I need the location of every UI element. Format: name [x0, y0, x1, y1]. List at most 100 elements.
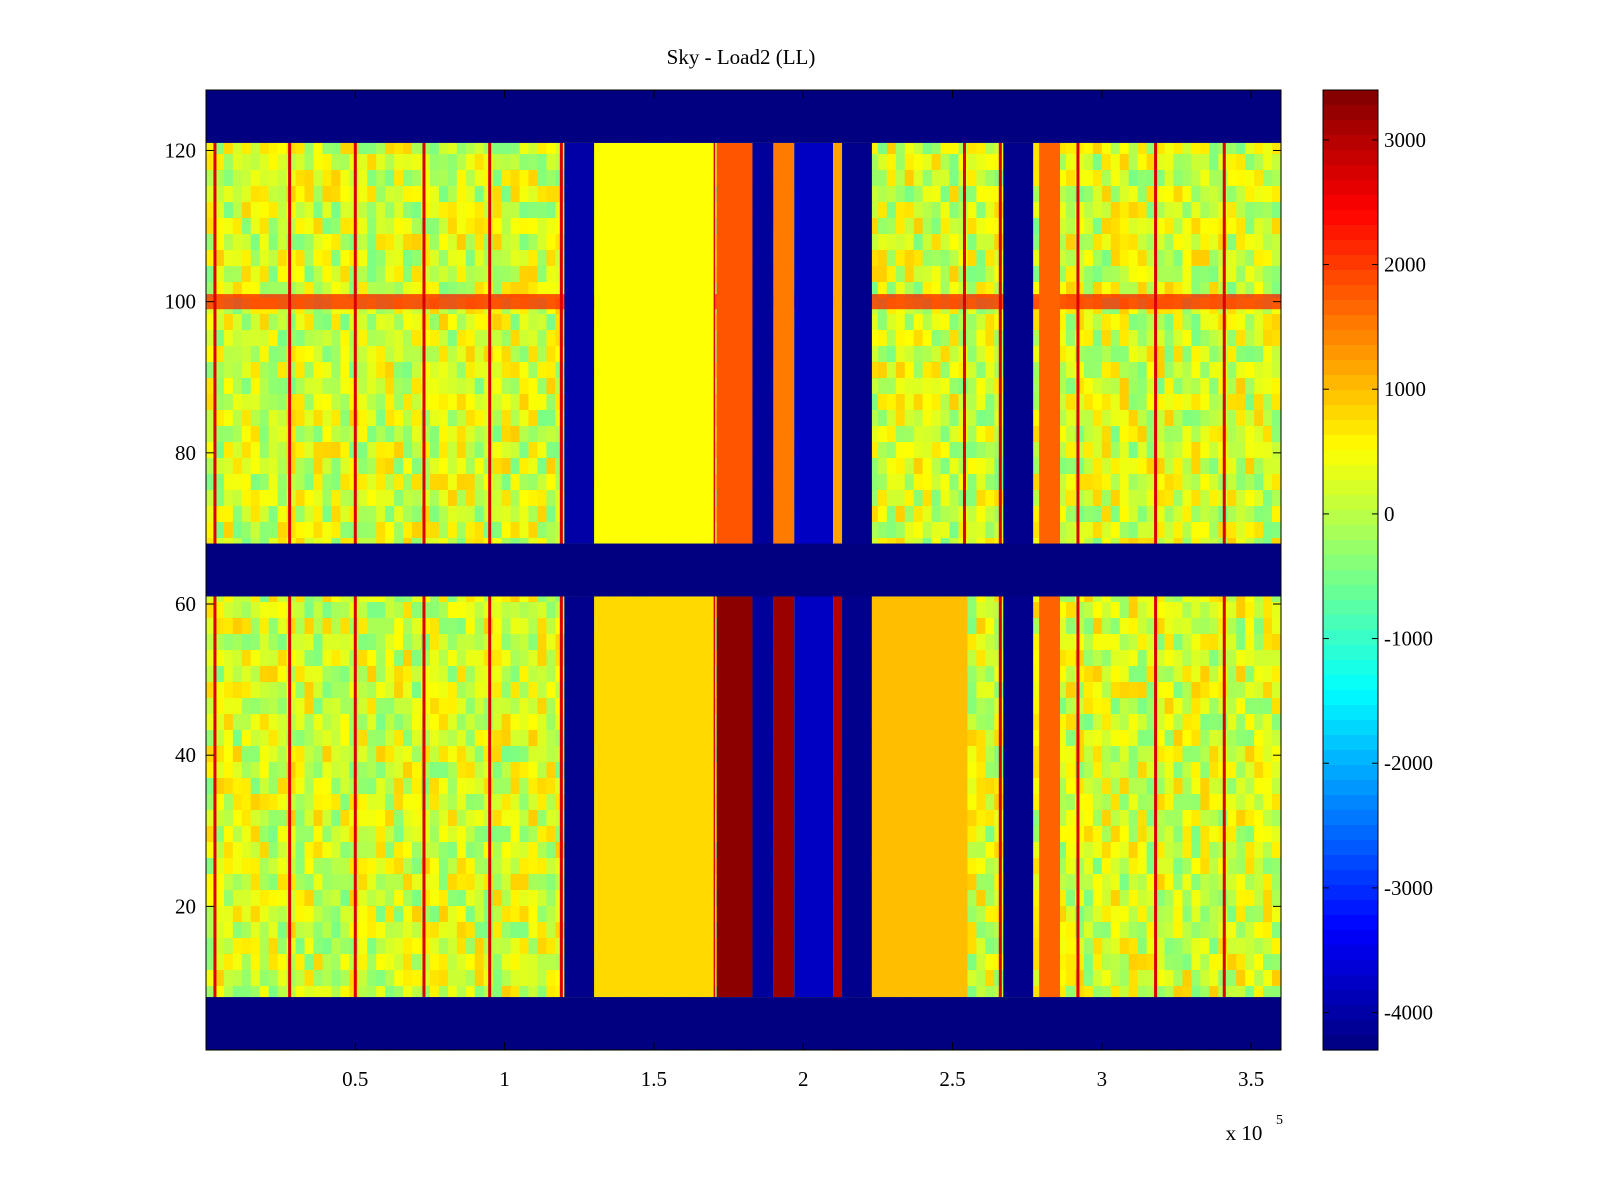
heatmap-cell	[886, 138, 897, 155]
heatmap-cell	[1173, 458, 1184, 475]
heatmap-cell	[250, 378, 261, 395]
heatmap-cell	[277, 218, 288, 235]
heatmap-cell	[922, 490, 933, 507]
heatmap-cell	[331, 666, 341, 683]
heatmap-cell	[1119, 346, 1130, 363]
heatmap-cell	[1128, 458, 1139, 475]
heatmap-cell	[241, 314, 252, 331]
heatmap-cell	[331, 186, 341, 203]
heatmap-cell	[967, 442, 978, 459]
heatmap-cell	[313, 314, 324, 331]
heatmap-cell	[1146, 458, 1157, 475]
heatmap-cell	[519, 714, 530, 731]
heatmap-cell	[214, 202, 225, 219]
heatmap-cell	[1110, 634, 1121, 651]
heatmap-cell	[922, 362, 933, 379]
heatmap-cell	[340, 730, 350, 747]
heatmap-cell	[501, 474, 512, 491]
heatmap-cell	[949, 170, 960, 187]
heatmap-cell	[895, 522, 906, 539]
heatmap-cell	[940, 458, 951, 475]
heatmap-cell	[241, 650, 252, 667]
heatmap-cell	[877, 426, 888, 443]
heatmap-cell	[1155, 234, 1166, 251]
heatmap-cell	[976, 618, 986, 635]
heatmap-cell	[976, 282, 986, 299]
heatmap-cell	[1128, 266, 1139, 283]
heatmap-cell	[1101, 186, 1112, 203]
heatmap-cell	[340, 138, 350, 155]
heatmap-cell	[403, 330, 413, 347]
heatmap-cell	[1030, 218, 1040, 235]
heatmap-cell	[1146, 394, 1157, 411]
heatmap-cell	[1066, 170, 1076, 187]
heatmap-cell	[1209, 426, 1219, 443]
heatmap-cell	[1164, 138, 1175, 155]
heatmap-cell	[886, 314, 897, 331]
heatmap-cell	[1227, 442, 1237, 459]
heatmap-cell	[214, 250, 225, 267]
heatmap-cell	[976, 154, 986, 171]
heatmap-cell	[1200, 218, 1210, 235]
heatmap-cell	[259, 682, 270, 699]
heatmap-cell	[1146, 170, 1157, 187]
heatmap-cell	[358, 186, 368, 203]
heatmap-cell	[1200, 714, 1210, 731]
heatmap-cell	[1083, 506, 1094, 523]
heatmap-cell	[510, 698, 521, 715]
heatmap-cell	[1119, 250, 1130, 267]
heatmap-cell	[206, 410, 216, 427]
heatmap-cell	[268, 442, 279, 459]
heatmap-cell	[438, 474, 449, 491]
heatmap-cell	[394, 170, 404, 187]
heatmap-cell	[376, 138, 386, 155]
heatmap-cell	[1083, 250, 1094, 267]
heatmap-cell	[868, 426, 879, 443]
heatmap-cell	[967, 250, 978, 267]
heatmap-cell	[331, 522, 341, 539]
heatmap-cell	[1110, 714, 1121, 731]
heatmap-cell	[877, 202, 888, 219]
heatmap-cell	[546, 314, 556, 331]
heatmap-cell	[1083, 618, 1094, 635]
heatmap-cell	[232, 362, 243, 379]
heatmap-cell	[1066, 218, 1076, 235]
heatmap-cell	[412, 602, 422, 619]
heatmap-cell	[1182, 682, 1193, 699]
heatmap-cell	[1236, 346, 1246, 363]
heatmap-cell	[322, 730, 333, 747]
heatmap-cell	[447, 282, 458, 299]
heatmap-cell	[277, 666, 288, 683]
heatmap-cell	[421, 234, 431, 251]
heatmap-cell	[1146, 186, 1157, 203]
heatmap-cell	[1263, 602, 1273, 619]
heatmap-cell	[268, 650, 279, 667]
heatmap-cell	[1101, 250, 1112, 267]
heatmap-cell	[456, 618, 467, 635]
heatmap-cell	[322, 282, 333, 299]
heatmap-cell	[1200, 602, 1210, 619]
heatmap-cell	[1066, 314, 1076, 331]
heatmap-cell	[456, 138, 467, 155]
heatmap-cell	[1101, 426, 1112, 443]
heatmap-cell	[474, 602, 485, 619]
heatmap-cell	[322, 266, 333, 283]
heatmap-cell	[510, 682, 521, 699]
heatmap-cell	[474, 346, 485, 363]
heatmap-cell	[976, 378, 986, 395]
heatmap-cell	[1092, 426, 1103, 443]
heatmap-cell	[465, 746, 476, 763]
heatmap-cell	[447, 714, 458, 731]
heatmap-cell	[1128, 202, 1139, 219]
heatmap-cell	[1209, 314, 1219, 331]
heatmap-cell	[223, 218, 234, 235]
heatmap-cell	[1272, 346, 1282, 363]
heatmap-cell	[206, 506, 216, 523]
heatmap-cell	[1030, 618, 1040, 635]
heatmap-cell	[340, 314, 350, 331]
heatmap-cell	[340, 202, 350, 219]
heatmap-cell	[403, 234, 413, 251]
heatmap-cell	[868, 202, 879, 219]
heatmap-cell	[421, 330, 431, 347]
heatmap-cell	[277, 522, 288, 539]
